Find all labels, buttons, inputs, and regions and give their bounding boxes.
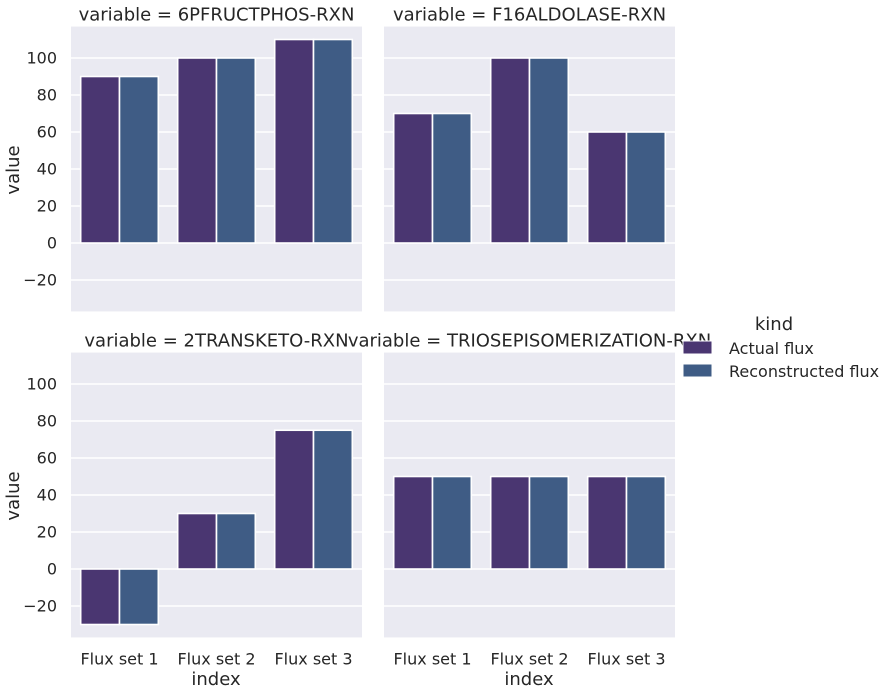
bar-actual (176, 512, 218, 570)
bar-actual (392, 475, 434, 570)
y-tick-label: 60 (37, 123, 57, 142)
legend-swatch-actual (682, 340, 713, 355)
y-tick-label: −20 (23, 597, 57, 616)
legend-label-actual: Actual flux (729, 339, 814, 358)
y-tick-label: 80 (37, 412, 57, 431)
y-tick-label: 0 (47, 234, 57, 253)
y-tick-label: 100 (26, 375, 57, 394)
x-tick-label: Flux set 3 (274, 649, 352, 668)
x-tick-label: Flux set 2 (177, 649, 255, 668)
bar-reconstructed (312, 38, 354, 244)
legend-swatch-reconstructed (682, 363, 713, 378)
bar-actual (273, 38, 315, 244)
panel-3: −20 0 20 40 60 80 100 variable = 2TRANSKETO-RXN… (23, 331, 362, 668)
bar-reconstructed (118, 75, 160, 244)
bar-actual (489, 475, 531, 570)
panel-title: variable = 2TRANSKETO-RXN (84, 331, 348, 352)
x-tick-label: Flux set 3 (587, 649, 665, 668)
bar-actual (586, 131, 628, 244)
y-tick-label: 80 (37, 86, 57, 105)
bar-actual (489, 57, 531, 244)
bar-reconstructed (528, 57, 570, 244)
bar-actual (273, 429, 315, 570)
bar-reconstructed (215, 57, 257, 244)
bar-actual (392, 112, 434, 244)
legend: kind Actual flux Reconstructed flux (682, 314, 879, 381)
y-tick-label: 20 (37, 523, 57, 542)
panel-title: variable = F16ALDOLASE-RXN (393, 5, 666, 26)
bar-reconstructed (625, 475, 667, 570)
bar-actual (586, 475, 628, 570)
bar-reconstructed (431, 112, 473, 244)
legend-label-reconstructed: Reconstructed flux (729, 362, 879, 381)
bar-actual (176, 57, 218, 244)
y-tick-label: 100 (26, 49, 57, 68)
y-axis-label-top: value (3, 145, 24, 194)
y-tick-label: 0 (47, 560, 57, 579)
bar-reconstructed (118, 568, 160, 626)
y-tick-label: −20 (23, 271, 57, 290)
panel-2: variable = F16ALDOLASE-RXN (384, 5, 675, 312)
y-axis-label-bottom: value (3, 471, 24, 520)
bar-reconstructed (528, 475, 570, 570)
legend-title: kind (755, 314, 793, 335)
x-tick-label: Flux set 2 (490, 649, 568, 668)
bar-actual (79, 75, 121, 244)
y-tick-label: 20 (37, 197, 57, 216)
bar-actual (79, 568, 121, 626)
y-tick-label: 60 (37, 449, 57, 468)
x-axis-label-left: index (191, 669, 241, 690)
panel-title: variable = 6PFRUCTPHOS-RXN (79, 5, 355, 26)
bar-reconstructed (215, 512, 257, 570)
panels-layer: −20 0 20 40 60 80 100 variable = 6PFRUCTPHOS-RX… (23, 5, 711, 669)
bar-reconstructed (431, 475, 473, 570)
y-tick-label: 40 (37, 160, 57, 179)
bar-reconstructed (312, 429, 354, 570)
x-tick-label: Flux set 1 (393, 649, 471, 668)
x-tick-label: Flux set 1 (80, 649, 158, 668)
x-axis-label-right: index (504, 669, 554, 690)
bar-reconstructed (625, 131, 667, 244)
y-tick-label: 40 (37, 486, 57, 505)
panel-4: variable = TRIOSEPISOMERIZATION-RXN Flux … (348, 331, 711, 669)
panel-title: variable = TRIOSEPISOMERIZATION-RXN (348, 331, 711, 352)
panel-1: −20 0 20 40 60 80 100 variable = 6PFRUCTPHOS-RX… (23, 5, 362, 312)
